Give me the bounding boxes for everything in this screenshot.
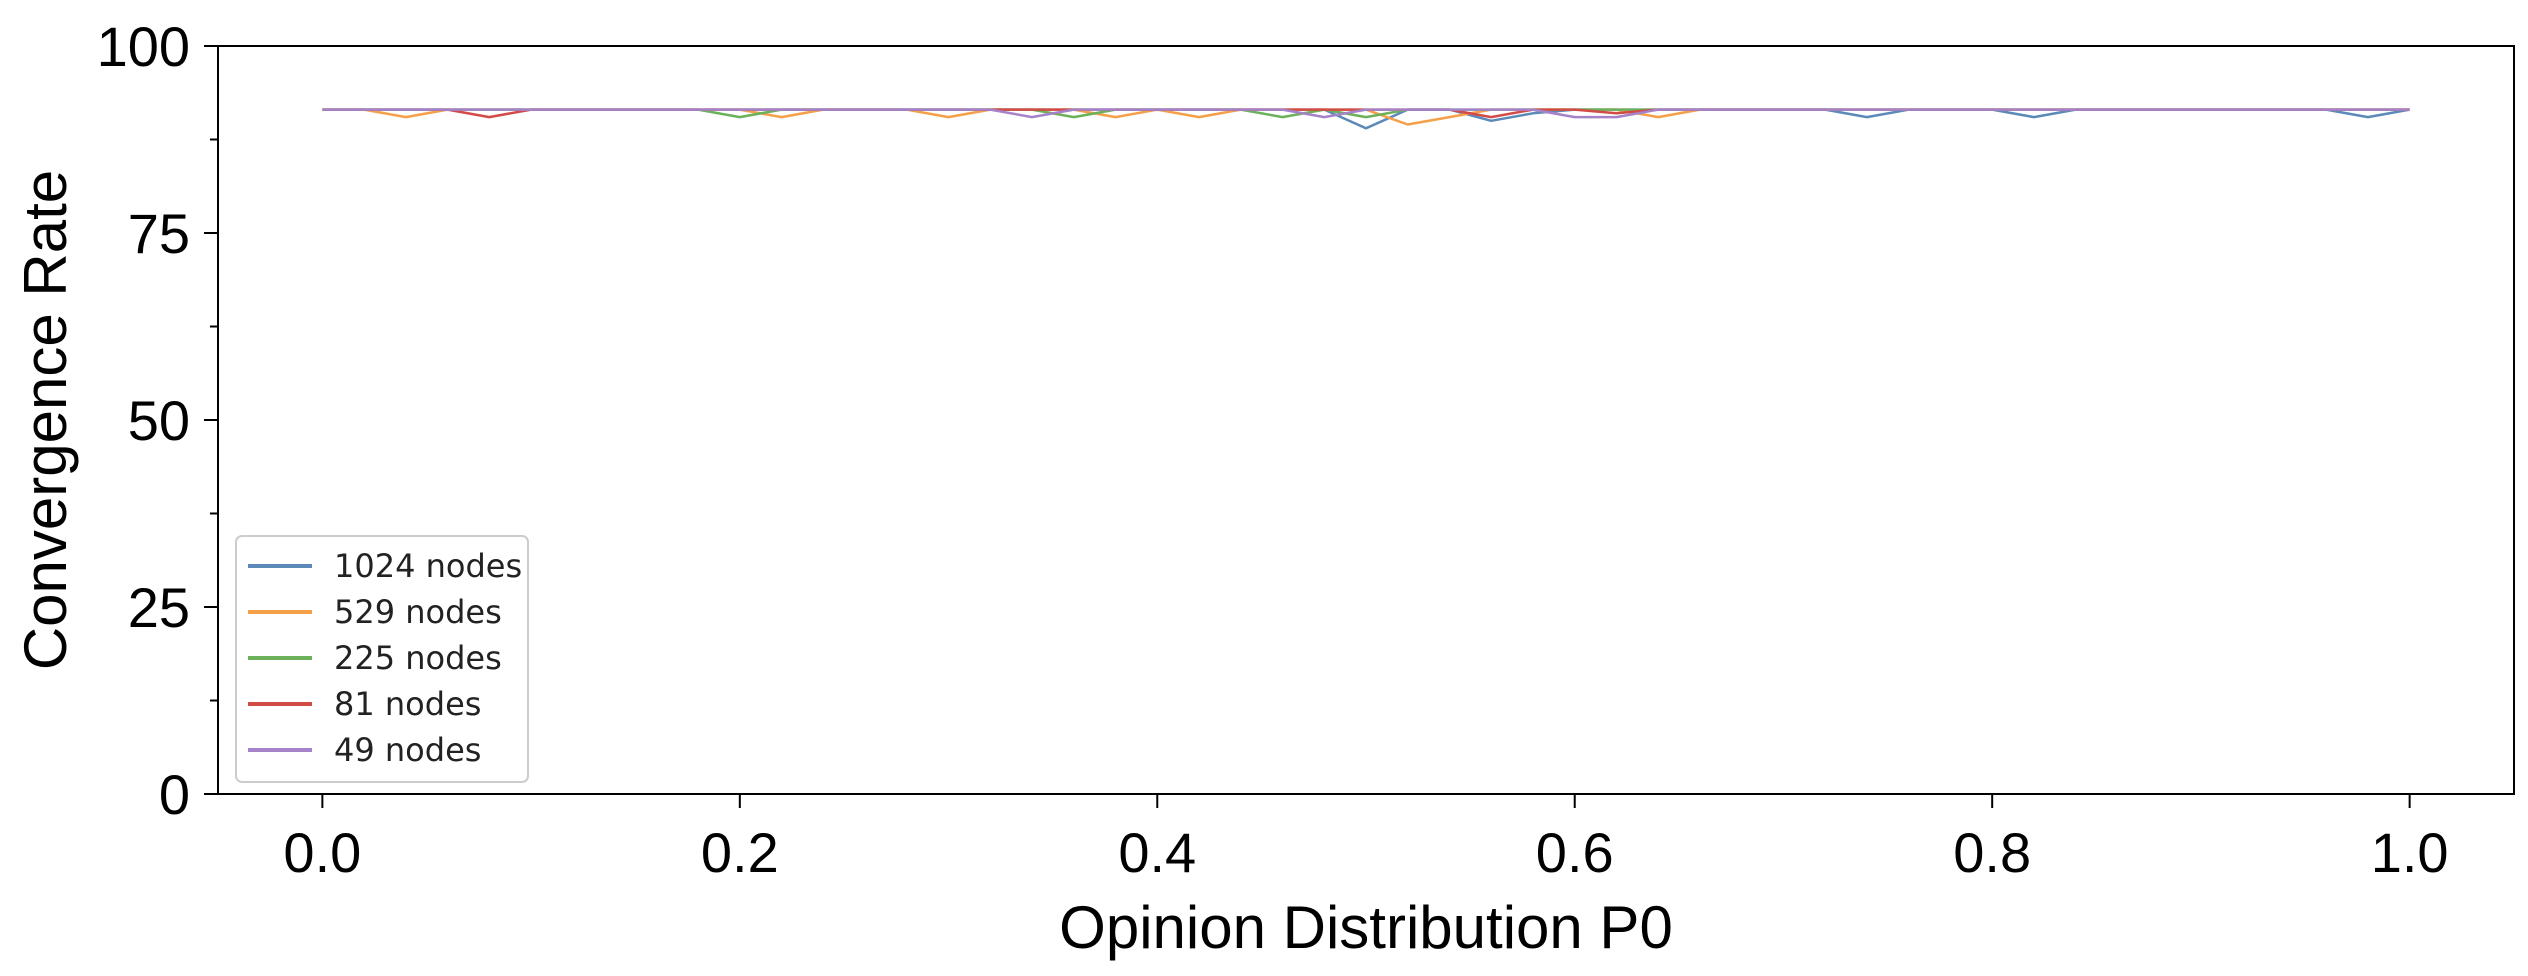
legend-label: 49 nodes <box>334 731 481 769</box>
legend-label: 1024 nodes <box>334 547 522 585</box>
y-axis: 0 25 50 75 100 <box>97 15 218 826</box>
y-axis-label: Convergence Rate <box>12 170 79 670</box>
legend-label: 81 nodes <box>334 685 481 723</box>
legend-label: 529 nodes <box>334 593 502 631</box>
legend: 1024 nodes 529 nodes 225 nodes 81 nodes 49 n… <box>235 535 529 783</box>
plot-frame <box>217 45 2515 795</box>
y-tick-label: 0 <box>159 763 190 826</box>
x-tick-label: 0.0 <box>283 821 361 884</box>
series-line-1024-nodes <box>322 108 2410 130</box>
series-line-49-nodes <box>322 108 2410 119</box>
series-lines <box>322 108 2410 130</box>
x-tick-label: 0.2 <box>701 821 779 884</box>
x-tick-label: 0.6 <box>1536 821 1614 884</box>
x-tick-label: 0.8 <box>1953 821 2031 884</box>
y-tick-label: 50 <box>128 389 190 452</box>
legend-box <box>235 535 529 783</box>
y-tick-label: 25 <box>128 576 190 639</box>
y-tick-label: 100 <box>97 15 190 78</box>
x-tick-label: 1.0 <box>2371 821 2449 884</box>
legend-label: 225 nodes <box>334 639 502 677</box>
x-axis-label: Opinion Distribution P0 <box>1059 894 1673 961</box>
y-tick-label: 75 <box>128 202 190 265</box>
x-axis: 0.0 0.2 0.4 0.6 0.8 1.0 <box>283 794 2449 884</box>
x-tick-label: 0.4 <box>1118 821 1196 884</box>
